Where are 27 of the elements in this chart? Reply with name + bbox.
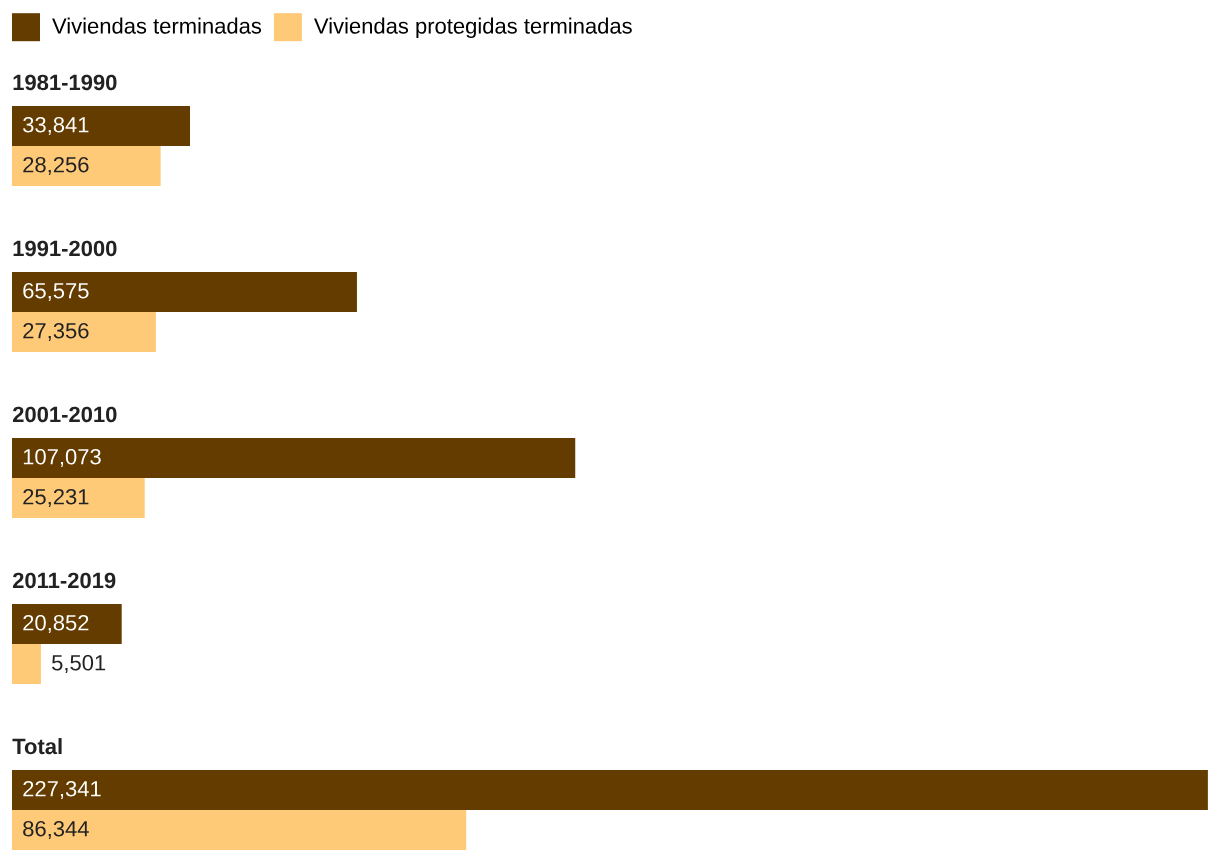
y-tick-label: 2001-2010 [12,406,117,423]
data-label: 86,344 [23,820,89,840]
data-label: 28,256 [23,156,89,176]
data-label: 33,841 [23,116,89,136]
data-label: 65,575 [23,282,89,302]
y-tick-label: 1991-2000 [13,240,117,257]
y-tick-label: 2011-2019 [12,572,116,589]
bar [12,770,1208,811]
bar [12,478,145,519]
data-label: 227,341 [23,780,101,800]
bar [12,810,467,851]
y-tick-label: Total [12,738,62,755]
data-label: 107,073 [23,448,101,468]
data-label: 25,231 [23,488,89,508]
bar [12,312,156,352]
bar [12,272,357,312]
data-label: 5,501 [52,654,106,674]
bar [12,106,191,146]
bar [12,644,41,685]
data-label: 27,356 [23,322,89,342]
y-tick-label: 1981-1990 [13,74,117,91]
data-label: 20,852 [23,614,89,634]
bar [12,146,161,186]
legend-label: Viviendas protegidas terminadas [314,17,632,39]
bar [12,604,122,645]
bar [12,438,576,479]
legend-label: Viviendas terminadas [52,17,262,34]
